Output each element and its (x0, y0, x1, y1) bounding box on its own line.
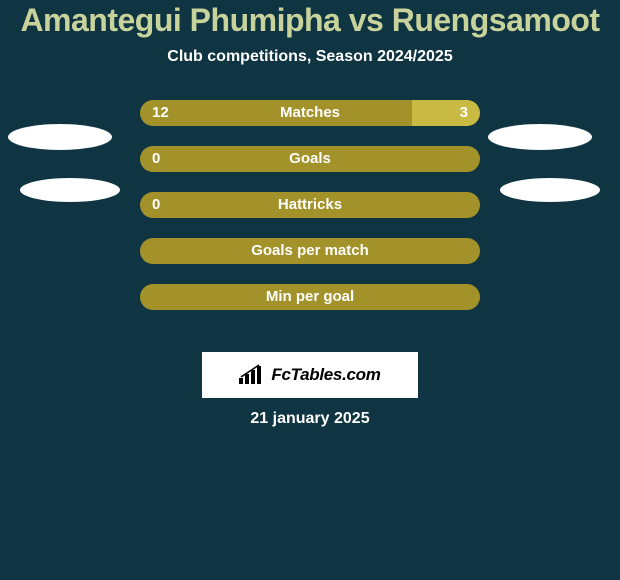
player-placeholder (8, 124, 112, 150)
player-placeholder (20, 178, 120, 202)
stat-bar-left (140, 238, 480, 264)
stat-bar-track (140, 284, 480, 310)
brand-logo: FcTables.com (202, 352, 418, 398)
stat-row: Goals per match (0, 238, 620, 284)
player-placeholder (488, 124, 592, 150)
subtitle: Club competitions, Season 2024/2025 (0, 48, 620, 66)
stat-bar-left (140, 192, 480, 218)
stat-bar-left (140, 284, 480, 310)
stat-row: Min per goal (0, 284, 620, 330)
page-title: Amantegui Phumipha vs Ruengsamoot (0, 4, 620, 38)
stat-bar-track (140, 146, 480, 172)
stat-bar-left (140, 146, 480, 172)
snapshot-date: 21 january 2025 (0, 410, 620, 428)
stat-bar-track (140, 192, 480, 218)
bar-chart-icon (239, 364, 265, 386)
stat-bar-track (140, 238, 480, 264)
player-placeholder (500, 178, 600, 202)
stat-bar-track (140, 100, 480, 126)
brand-name: FcTables.com (271, 365, 380, 385)
comparison-infographic: Amantegui Phumipha vs Ruengsamoot Club c… (0, 0, 620, 580)
stat-bar-left (140, 100, 412, 126)
stat-bar-right (412, 100, 480, 126)
